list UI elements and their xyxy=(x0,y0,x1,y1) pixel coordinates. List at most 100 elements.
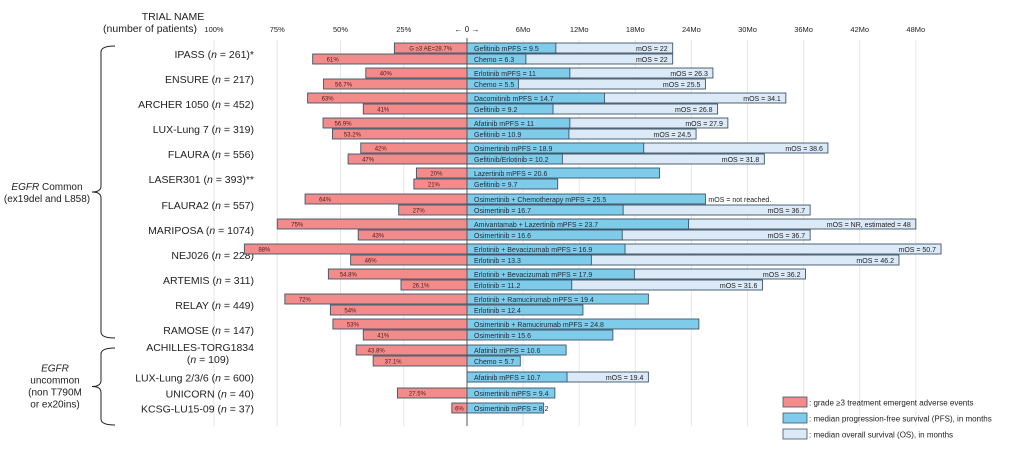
trial-name: KCSG-LU15-09 (n = 37) xyxy=(141,404,254,416)
trial-name: LUX-Lung 2/3/6 (n = 600) xyxy=(135,373,254,385)
ae-label: 54.8% xyxy=(340,273,358,279)
trial-nej026: NEJ026 (n = 228) mOS = 50.7 Erlotinib + Be… xyxy=(171,243,942,266)
pfs-label: Erlotinib + Ramucirumab mPFS = 19.4 xyxy=(474,297,594,304)
right-tick-label: 48Mo xyxy=(906,25,925,34)
left-tick-label: 100% xyxy=(204,25,224,34)
left-tick-label: 75% xyxy=(270,25,285,34)
left-tick-label: 25% xyxy=(396,25,411,34)
ae-label: 26.1% xyxy=(412,284,430,290)
bracket-egfr-uncommon xyxy=(91,347,116,426)
os-label: mOS = 31.8 xyxy=(722,157,760,164)
trial-flaura: FLAURA (n = 556) mOS = 38.6 Osimertinib mP… xyxy=(168,142,829,165)
pfs-label: Erlotinib = 12.4 xyxy=(474,308,521,315)
os-label: mOS = 36.7 xyxy=(768,233,806,240)
ae-label: 46% xyxy=(365,259,378,265)
trial-ipass: IPASS (n = 261)* mOS = 22 Gefitinib mPFS =… xyxy=(175,42,674,65)
trial-name: MARIPOSA (n = 1074) xyxy=(148,225,254,237)
pfs-label: Osimertinib = 16.7 xyxy=(474,208,531,215)
right-tick-label: 12Mo xyxy=(570,25,589,34)
right-tick-label: 6Mo xyxy=(516,25,531,34)
ae-label: 43% xyxy=(372,234,385,240)
ae-label: 64% xyxy=(319,198,332,204)
pfs-label: Chemo = 6.3 xyxy=(474,57,514,64)
os-label: mOS = NR, estimated = 48 xyxy=(827,222,911,229)
zero-tick-label: ← 0 → xyxy=(455,25,480,34)
os-label: mOS = 22 xyxy=(636,46,668,53)
right-tick-label: 24Mo xyxy=(682,25,701,34)
pfs-label: Erlotinib + Bevacizumab mPFS = 17.9 xyxy=(474,272,592,279)
group-label-uncommon: EGFR xyxy=(41,364,69,375)
ae-bar xyxy=(400,279,468,291)
group-sublabel-common: (ex19del and L858) xyxy=(4,194,90,205)
pfs-label: Erlotinib = 11.2 xyxy=(474,283,520,290)
ae-label: 53% xyxy=(347,323,360,329)
trial-name: RAMOSE (n = 147) xyxy=(163,325,254,337)
os-label: mOS = 24.5 xyxy=(654,132,692,139)
trial-name: UNICORN (n = 40) xyxy=(166,389,254,401)
ae-label: 27.5% xyxy=(409,392,427,398)
group-sublabel-uncommon-2: (non T790M xyxy=(28,388,82,399)
trial-name: ACHILLES-TORG1834 xyxy=(146,342,254,354)
os-label: mOS = 26.3 xyxy=(670,71,708,78)
pfs-label: Gefitinib = 9.2 xyxy=(474,107,517,114)
os-label: mOS = 38.6 xyxy=(785,146,823,153)
trial-flaura2: FLAURA2 (n = 557) Osimertinib + Chemother… xyxy=(161,193,811,216)
pfs-label: Erlotinib = 13.3 xyxy=(474,258,521,265)
header-number-of-patients: (number of patients) xyxy=(103,23,197,35)
ae-label: 54% xyxy=(344,309,357,315)
pfs-label: Amivantamab + Lazertinib mPFS = 23.7 xyxy=(474,222,598,229)
trial-name: ARTEMIS (n = 311) xyxy=(163,275,254,287)
ae-label: 63% xyxy=(322,97,335,103)
ae-label: 27% xyxy=(413,209,426,215)
right-tick-label: 30Mo xyxy=(738,25,757,34)
trial-name: ENSURE (n = 217) xyxy=(165,74,254,86)
legend: : grade ≥3 treatment emergent adverse ev… xyxy=(782,396,992,440)
ae-label: 75% xyxy=(291,223,304,229)
pfs-label: Osimertinib mPFS = 8.2 xyxy=(474,406,549,413)
ae-bar xyxy=(284,293,468,305)
group-brackets: EGFR Common(ex19del and L858) EGFRuncommo… xyxy=(4,45,116,426)
trial-name: NEJ026 (n = 228) xyxy=(171,250,254,262)
trial-relay: RELAY (n = 449) Erlotinib + Ramucirumab m… xyxy=(175,293,649,316)
os-label: mOS = 26.8 xyxy=(675,107,713,114)
trial-mariposa: MARIPOSA (n = 1074) mOS = NR, estimated =… xyxy=(148,218,917,241)
trial-unicorn: UNICORN (n = 40) Osimertinib mPFS = 9.4 27… xyxy=(166,387,556,401)
ae-label: 61% xyxy=(327,58,340,64)
group-sublabel-uncommon-1: uncommon xyxy=(30,376,79,387)
ae-bar xyxy=(243,243,468,255)
trial-artemis: ARTEMIS (n = 311) mOS = 36.2 Erlotinib + B… xyxy=(163,268,806,291)
legend-swatch-ae xyxy=(782,396,808,408)
os-label: mOS = 36.7 xyxy=(768,208,806,215)
pfs-label: Chemo = 5.7 xyxy=(474,359,514,366)
pfs-label: Chemo = 5.5 xyxy=(474,82,514,89)
pfs-label: Osimertinib mPFS = 18.9 xyxy=(474,146,552,153)
chart-header: TRIAL NAME (number of patients) xyxy=(103,11,204,35)
trial-name: LUX-Lung 7 (n = 319) xyxy=(153,124,254,136)
pfs-label: Osimertinib mPFS = 9.4 xyxy=(474,391,549,398)
ae-label: 40% xyxy=(380,72,393,78)
group-label-common: EGFR Common xyxy=(11,182,82,193)
ae-bar xyxy=(413,178,468,190)
trial-name: FLAURA (n = 556) xyxy=(168,149,254,161)
pfs-label: Gefitinib/Erlotinib = 10.2 xyxy=(474,157,549,164)
trial-archer-1050: ARCHER 1050 (n = 452) mOS = 34.1 Dacomitin… xyxy=(138,92,787,115)
trial-name: IPASS (n = 261)* xyxy=(175,49,255,61)
left-tick-label: 50% xyxy=(333,25,348,34)
ae-label: 47% xyxy=(362,158,375,164)
trial-lux-lung-7: LUX-Lung 7 (n = 319) mOS = 27.9 Afatinib m… xyxy=(153,117,729,140)
ae-label: 56.7% xyxy=(335,83,353,89)
pfs-label: Gefitinib = 9.7 xyxy=(474,182,517,189)
pfs-label: Afatinib mPFS = 10.6 xyxy=(474,348,540,355)
trial-ensure: ENSURE (n = 217) mOS = 26.3 Erlotinib mPFS… xyxy=(165,67,714,90)
legend-label-os: : median overall survival (OS), in month… xyxy=(809,431,953,440)
pfs-label: Erlotinib + Bevacizumab mPFS = 16.9 xyxy=(474,247,592,254)
pfs-label: Osimertinib = 15.6 xyxy=(474,333,531,340)
ae-label: 88% xyxy=(258,248,271,254)
legend-label-ae: : grade ≥3 treatment emergent adverse ev… xyxy=(809,399,973,408)
pfs-label: Lazertinib mPFS = 20.6 xyxy=(474,171,547,178)
ae-label: 41% xyxy=(377,334,390,340)
right-tick-label: 42Mo xyxy=(850,25,869,34)
ae-bar xyxy=(276,218,468,230)
ae-bar xyxy=(398,204,468,216)
